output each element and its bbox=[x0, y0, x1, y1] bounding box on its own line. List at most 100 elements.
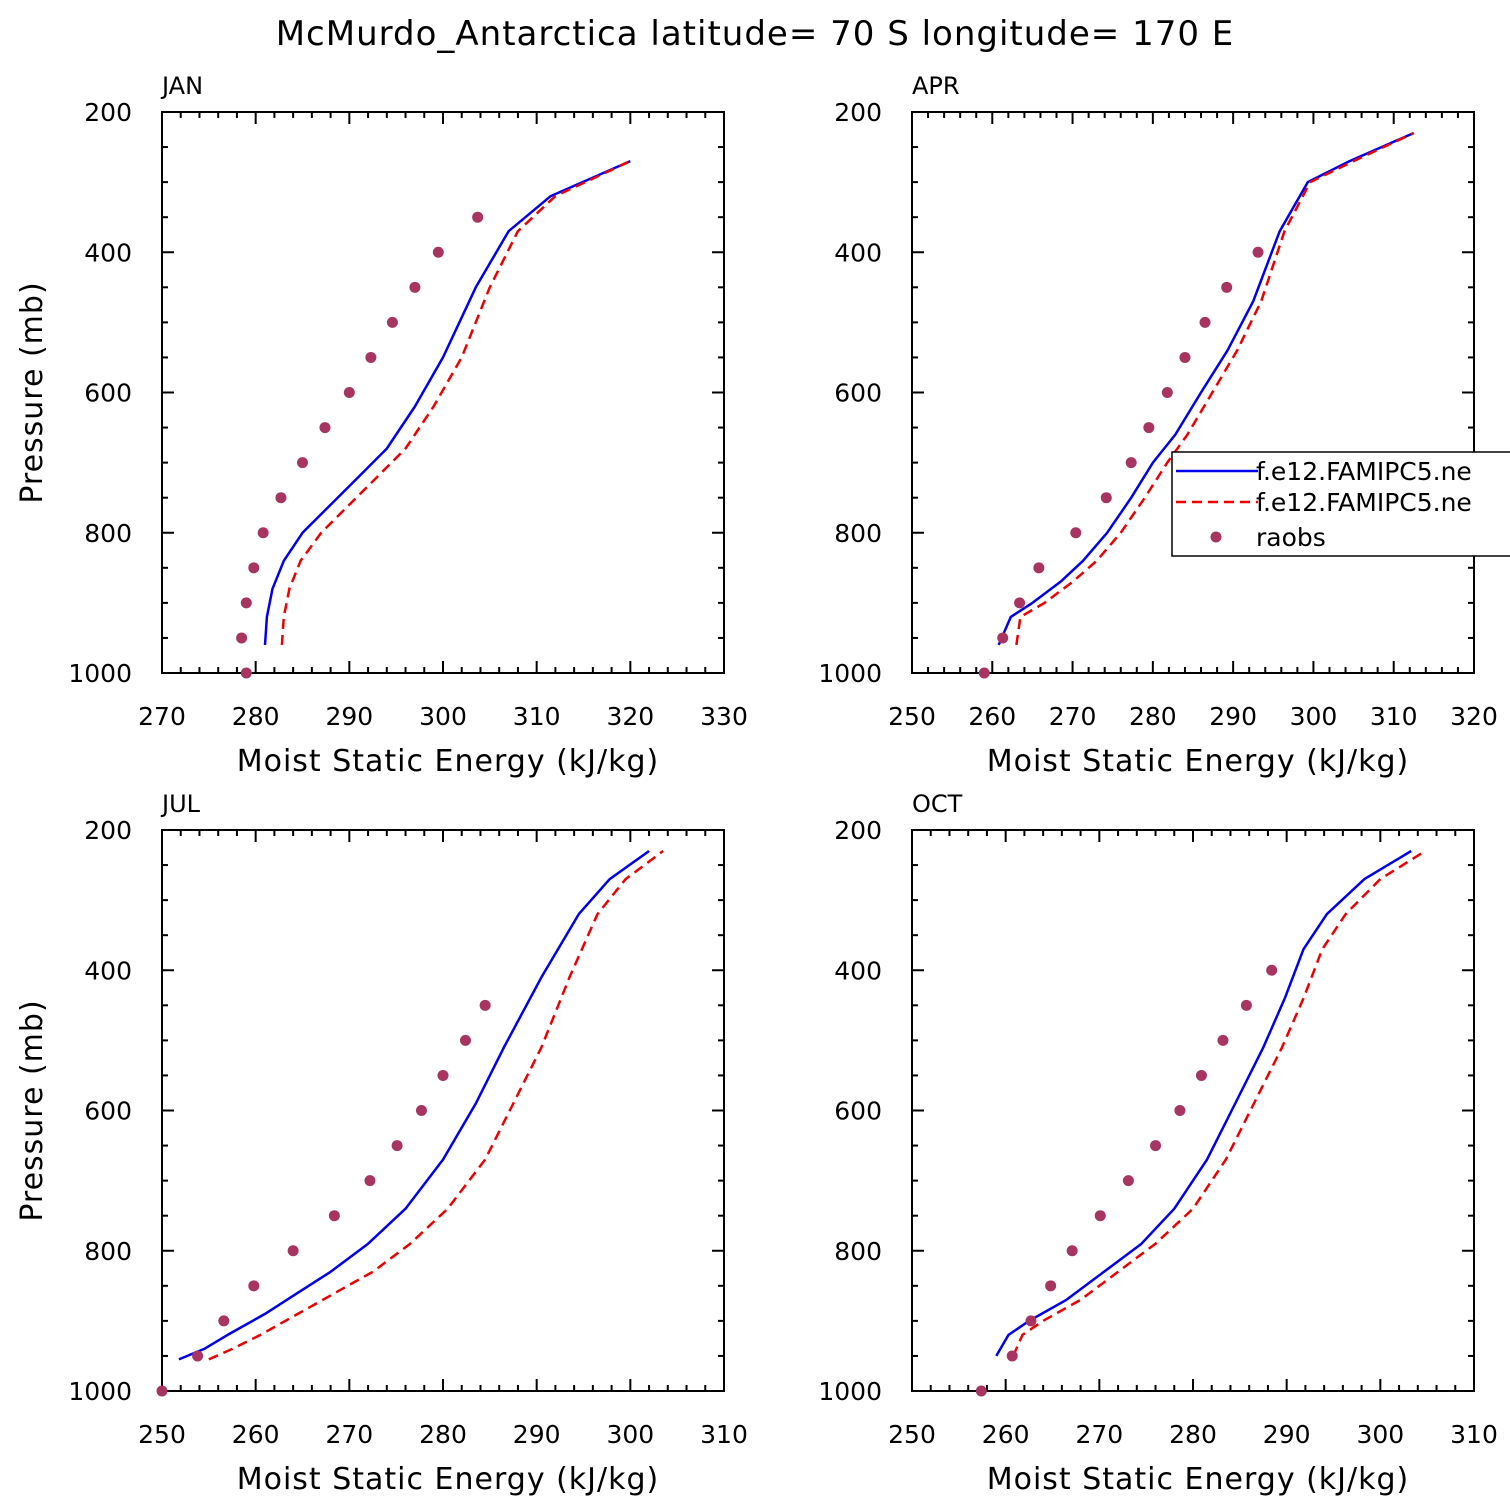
raobs-point bbox=[1199, 316, 1211, 328]
y-tick-label: 200 bbox=[84, 98, 132, 127]
raobs-point bbox=[257, 527, 269, 539]
raobs-point bbox=[1266, 964, 1278, 976]
y-tick-label: 600 bbox=[84, 379, 132, 408]
legend: f.e12.FAMIPC5.nef.e12.FAMIPC5.ne raobs bbox=[1171, 451, 1510, 557]
raobs-point bbox=[1066, 1245, 1078, 1257]
raobs-point bbox=[328, 1210, 340, 1222]
y-tick-label: 600 bbox=[834, 379, 882, 408]
figure-title: McMurdo_Antarctica latitude= 70 S longit… bbox=[276, 14, 1235, 54]
raobs-point bbox=[975, 1385, 987, 1397]
x-tick-label: 270 bbox=[1049, 702, 1097, 731]
y-tick-label: 400 bbox=[84, 956, 132, 985]
panel-label: JAN bbox=[160, 72, 203, 100]
y-axis-label: Pressure (mb) bbox=[15, 999, 50, 1221]
x-tick-label: 270 bbox=[1075, 1420, 1123, 1449]
raobs-point bbox=[1070, 527, 1082, 539]
x-tick-label: 300 bbox=[1290, 702, 1338, 731]
y-tick-label: 400 bbox=[834, 238, 882, 267]
x-tick-label: 300 bbox=[419, 702, 467, 731]
y-tick-label: 800 bbox=[834, 1237, 882, 1266]
x-tick-label: 330 bbox=[700, 702, 748, 731]
x-tick-label: 300 bbox=[1356, 1420, 1404, 1449]
y-tick-label: 800 bbox=[84, 519, 132, 548]
x-axis-label: Moist Static Energy (kJ/kg) bbox=[987, 1462, 1410, 1497]
legend-marker bbox=[1210, 531, 1222, 543]
model-series-dashed bbox=[280, 159, 631, 645]
raobs-point bbox=[1143, 422, 1155, 434]
raobs-point bbox=[432, 246, 444, 258]
raobs-point bbox=[319, 422, 331, 434]
y-tick-label: 200 bbox=[834, 98, 882, 127]
y-axis-label: Pressure (mb) bbox=[15, 281, 50, 503]
raobs-point bbox=[1252, 246, 1264, 258]
x-tick-label: 290 bbox=[513, 1420, 561, 1449]
x-tick-label: 290 bbox=[325, 702, 373, 731]
x-tick-label: 260 bbox=[232, 1420, 280, 1449]
x-tick-label: 310 bbox=[700, 1420, 748, 1449]
raobs-point bbox=[1179, 351, 1191, 363]
x-tick-label: 280 bbox=[1169, 1420, 1217, 1449]
y-tick-label: 200 bbox=[834, 816, 882, 845]
y-tick-label: 600 bbox=[84, 1097, 132, 1126]
x-tick-label: 320 bbox=[1450, 702, 1498, 731]
model-series-dashed bbox=[1012, 849, 1426, 1357]
x-axis-label: Moist Static Energy (kJ/kg) bbox=[237, 744, 660, 779]
raobs-point bbox=[997, 632, 1009, 644]
raobs-point bbox=[236, 632, 248, 644]
raobs-point bbox=[1100, 492, 1112, 504]
y-tick-label: 600 bbox=[834, 1097, 882, 1126]
plot-frame bbox=[911, 111, 1475, 674]
raobs-point bbox=[248, 562, 260, 574]
raobs-point bbox=[192, 1350, 204, 1362]
legend-label: raobs bbox=[1256, 523, 1326, 552]
raobs-point bbox=[1221, 281, 1233, 293]
raobs-point bbox=[343, 387, 355, 398]
model-series-solid bbox=[997, 131, 1415, 646]
y-tick-label: 1000 bbox=[818, 1377, 882, 1406]
x-tick-label: 250 bbox=[888, 702, 936, 731]
y-tick-label: 1000 bbox=[68, 659, 132, 688]
raobs-point bbox=[386, 316, 398, 328]
model-series-solid bbox=[178, 849, 650, 1361]
panel-jul: JUL 250 260 270 280 290 300 310 200 400 600 800 1000… bbox=[15, 790, 748, 1497]
x-tick-label: 270 bbox=[325, 1420, 373, 1449]
x-tick-label: 260 bbox=[968, 702, 1016, 731]
raobs-point bbox=[391, 1140, 403, 1152]
x-tick-label: 290 bbox=[1263, 1420, 1311, 1449]
x-axis-label: Moist Static Energy (kJ/kg) bbox=[237, 1462, 660, 1497]
x-tick-label: 310 bbox=[1450, 1420, 1498, 1449]
y-tick-label: 800 bbox=[84, 1237, 132, 1266]
x-tick-label: 280 bbox=[419, 1420, 467, 1449]
panel-label: OCT bbox=[912, 790, 963, 818]
raobs-point bbox=[1161, 387, 1173, 398]
plot-frame bbox=[161, 829, 725, 1392]
raobs-point bbox=[1094, 1210, 1106, 1222]
panel-apr: APR 250 260 270 280 290 300 310 320 200 400 600 800 1… bbox=[818, 72, 1497, 779]
plot-frame bbox=[911, 829, 1475, 1392]
raobs-point bbox=[1014, 597, 1026, 609]
raobs-point bbox=[1217, 1034, 1229, 1046]
model-series-dashed bbox=[208, 849, 664, 1361]
raobs-point bbox=[1025, 1315, 1037, 1327]
legend-label: f.e12.FAMIPC5.ne bbox=[1256, 457, 1472, 486]
x-tick-label: 270 bbox=[138, 702, 186, 731]
raobs-point bbox=[1033, 562, 1045, 574]
raobs-point bbox=[364, 1175, 376, 1187]
raobs-point bbox=[240, 667, 252, 679]
panel-label: APR bbox=[912, 72, 960, 100]
raobs-point bbox=[472, 211, 484, 223]
raobs-point bbox=[415, 1105, 427, 1116]
raobs-point bbox=[156, 1385, 168, 1397]
legend-box bbox=[1171, 451, 1510, 557]
raobs-point bbox=[1174, 1105, 1186, 1116]
y-tick-label: 400 bbox=[84, 238, 132, 267]
raobs-point bbox=[240, 597, 252, 609]
y-tick-label: 200 bbox=[84, 816, 132, 845]
y-tick-label: 400 bbox=[834, 956, 882, 985]
raobs-point bbox=[1150, 1140, 1162, 1152]
raobs-point bbox=[437, 1069, 449, 1081]
raobs-point bbox=[297, 457, 308, 469]
x-tick-label: 280 bbox=[232, 702, 280, 731]
